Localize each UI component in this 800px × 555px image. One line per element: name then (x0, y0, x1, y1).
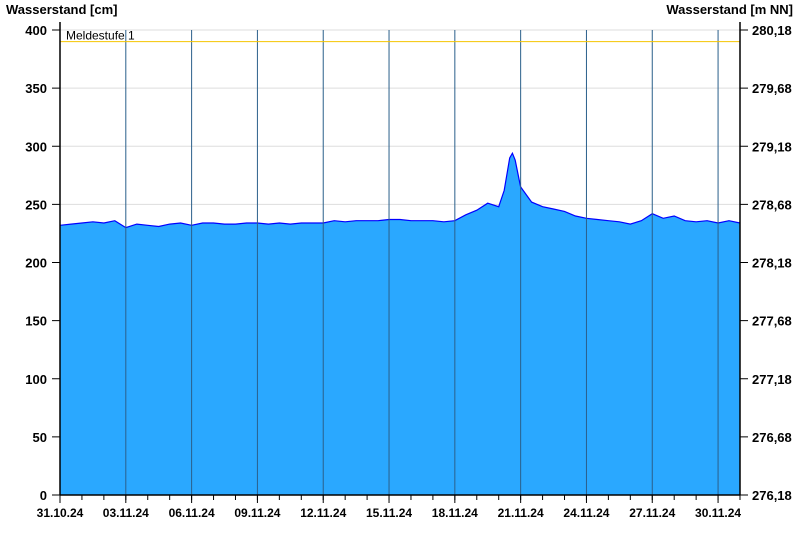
y-tick-label-right: 279,18 (752, 139, 792, 154)
water-level-line (59, 151, 741, 229)
y-tick-label-right: 280,18 (752, 23, 792, 38)
x-tick-label: 06.11.24 (169, 506, 215, 520)
y-tick-label-left: 400 (25, 23, 47, 38)
y-tick-label-right: 276,18 (752, 488, 792, 503)
x-tick-label: 15.11.24 (366, 506, 412, 520)
y-tick-label-right: 277,18 (752, 372, 792, 387)
right-axis-title: Wasserstand [m NN] (666, 2, 793, 17)
threshold-label: Meldestufe 1 (66, 29, 135, 43)
y-tick-label-right: 279,68 (752, 81, 792, 96)
x-tick-label: 31.10.24 (37, 506, 84, 520)
y-tick-label-right: 276,68 (752, 430, 792, 445)
x-tick-label: 03.11.24 (103, 506, 149, 520)
y-tick-label-left: 250 (25, 197, 47, 212)
y-tick-label-left: 50 (33, 430, 47, 445)
y-tick-label-left: 350 (25, 81, 47, 96)
x-tick-label: 27.11.24 (629, 506, 675, 520)
y-tick-label-left: 150 (25, 314, 47, 329)
x-tick-label: 30.11.24 (695, 506, 741, 520)
water-level-area (60, 153, 740, 495)
y-tick-label-left: 300 (25, 139, 47, 154)
y-tick-label-right: 277,68 (752, 314, 792, 329)
y-tick-label-right: 278,18 (752, 256, 792, 271)
x-tick-label: 12.11.24 (300, 506, 346, 520)
y-tick-label-left: 0 (40, 488, 47, 503)
x-tick-label: 18.11.24 (432, 506, 478, 520)
left-axis-title: Wasserstand [cm] (6, 2, 118, 17)
y-tick-label-left: 200 (25, 256, 47, 271)
y-tick-label-left: 100 (25, 372, 47, 387)
y-tick-label-right: 278,68 (752, 197, 792, 212)
x-tick-label: 24.11.24 (563, 506, 609, 520)
x-tick-label: 09.11.24 (234, 506, 280, 520)
x-tick-label: 21.11.24 (498, 506, 544, 520)
